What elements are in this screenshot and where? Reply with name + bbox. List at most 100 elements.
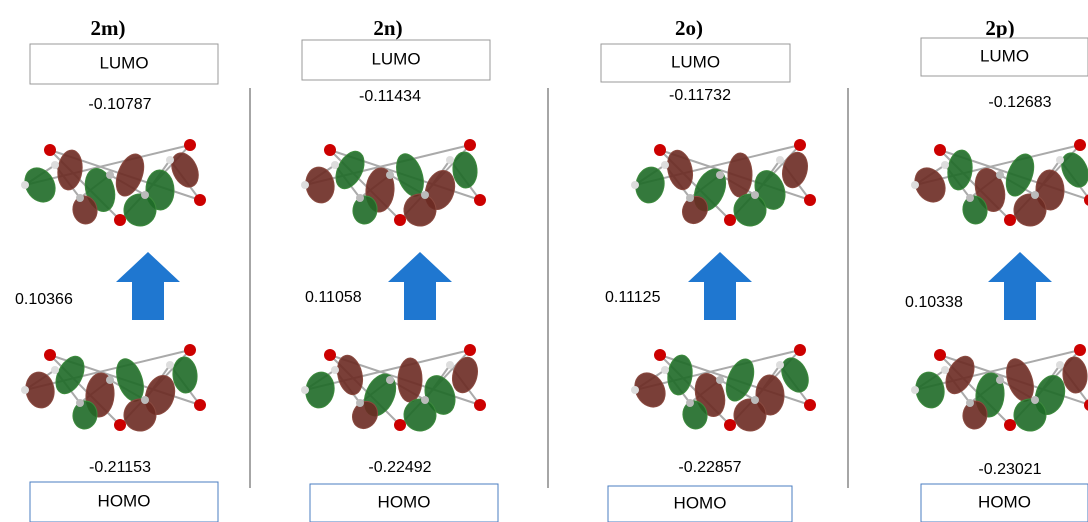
energy-gap: 0.10338 bbox=[905, 294, 963, 311]
atom bbox=[804, 194, 816, 206]
panel-label: 2p) bbox=[985, 16, 1014, 40]
atom bbox=[356, 399, 364, 407]
atom bbox=[386, 376, 394, 384]
atom bbox=[724, 214, 736, 226]
atom bbox=[794, 344, 806, 356]
atom bbox=[1031, 396, 1039, 404]
atom bbox=[194, 194, 206, 206]
lumo-energy: -0.10787 bbox=[88, 96, 151, 113]
homo-energy: -0.22492 bbox=[368, 459, 431, 476]
orbital-lobe bbox=[56, 149, 85, 192]
orbital-lobe bbox=[666, 354, 695, 397]
atom bbox=[686, 399, 694, 407]
atom bbox=[716, 376, 724, 384]
atom bbox=[394, 419, 406, 431]
energy-gap: 0.11058 bbox=[305, 289, 362, 306]
atom bbox=[324, 144, 336, 156]
atom bbox=[1004, 419, 1016, 431]
atom bbox=[911, 386, 919, 394]
homo-label: HOMO bbox=[378, 492, 431, 511]
molecule bbox=[911, 344, 1088, 437]
atom bbox=[474, 194, 486, 206]
molecule bbox=[21, 344, 206, 437]
atom bbox=[76, 194, 84, 202]
panel-label: 2o) bbox=[675, 16, 703, 40]
atom bbox=[184, 344, 196, 356]
atom bbox=[166, 361, 174, 369]
atom bbox=[966, 399, 974, 407]
orbital-lobe bbox=[1061, 356, 1088, 394]
atom bbox=[114, 214, 126, 226]
atom bbox=[51, 366, 59, 374]
atom bbox=[324, 349, 336, 361]
homo-label: HOMO bbox=[674, 493, 727, 512]
figure: 2m)LUMO-0.107870.10366-0.21153HOMO2n)LUM… bbox=[0, 0, 1088, 522]
atom bbox=[464, 139, 476, 151]
atom bbox=[194, 399, 206, 411]
atom bbox=[996, 171, 1004, 179]
atom bbox=[106, 171, 114, 179]
atom bbox=[331, 366, 339, 374]
lumo-energy: -0.11434 bbox=[359, 88, 421, 105]
atom bbox=[911, 181, 919, 189]
atom bbox=[356, 194, 364, 202]
molecule bbox=[909, 139, 1088, 229]
atom bbox=[751, 191, 759, 199]
atom bbox=[661, 366, 669, 374]
transition-arrow bbox=[988, 252, 1052, 320]
atom bbox=[301, 181, 309, 189]
atom bbox=[934, 144, 946, 156]
atom bbox=[446, 156, 454, 164]
orbital-lobe bbox=[946, 149, 975, 192]
molecule bbox=[631, 139, 816, 228]
atom bbox=[331, 161, 339, 169]
atom bbox=[301, 386, 309, 394]
atom bbox=[1056, 156, 1064, 164]
homo-label: HOMO bbox=[98, 491, 151, 510]
lumo-label: LUMO bbox=[371, 49, 420, 68]
atom bbox=[446, 361, 454, 369]
orbital-lobe bbox=[334, 353, 366, 397]
lumo-energy: -0.12683 bbox=[988, 94, 1051, 111]
atom bbox=[631, 181, 639, 189]
lumo-label: LUMO bbox=[99, 53, 148, 72]
atom bbox=[934, 349, 946, 361]
atom bbox=[386, 171, 394, 179]
atom bbox=[51, 161, 59, 169]
atom bbox=[794, 139, 806, 151]
transition-arrow bbox=[388, 252, 452, 320]
molecule bbox=[19, 139, 206, 229]
atom bbox=[44, 349, 56, 361]
transition-arrow bbox=[116, 252, 180, 320]
lumo-energy: -0.11732 bbox=[669, 87, 731, 104]
atom bbox=[776, 361, 784, 369]
atom bbox=[421, 396, 429, 404]
orbital-lobe bbox=[728, 153, 753, 197]
atom bbox=[996, 376, 1004, 384]
atom bbox=[166, 156, 174, 164]
transition-arrow bbox=[688, 252, 752, 320]
atom bbox=[751, 396, 759, 404]
molecule bbox=[301, 344, 486, 433]
atom bbox=[776, 156, 784, 164]
atom bbox=[394, 214, 406, 226]
atom bbox=[1074, 344, 1086, 356]
lumo-label: LUMO bbox=[671, 52, 720, 71]
atom bbox=[1004, 214, 1016, 226]
atom bbox=[141, 191, 149, 199]
atom bbox=[464, 344, 476, 356]
atom bbox=[141, 396, 149, 404]
orbital-lobe bbox=[664, 148, 696, 192]
atom bbox=[724, 419, 736, 431]
atom bbox=[114, 419, 126, 431]
atom bbox=[76, 399, 84, 407]
energy-gap: 0.11125 bbox=[605, 289, 661, 306]
atom bbox=[184, 139, 196, 151]
lumo-label: LUMO bbox=[980, 46, 1029, 65]
panel-label: 2m) bbox=[91, 16, 126, 40]
atom bbox=[1084, 194, 1088, 206]
atom bbox=[1056, 361, 1064, 369]
atom bbox=[21, 386, 29, 394]
homo-energy: -0.22857 bbox=[678, 459, 741, 476]
orbital-lobe bbox=[451, 151, 478, 189]
